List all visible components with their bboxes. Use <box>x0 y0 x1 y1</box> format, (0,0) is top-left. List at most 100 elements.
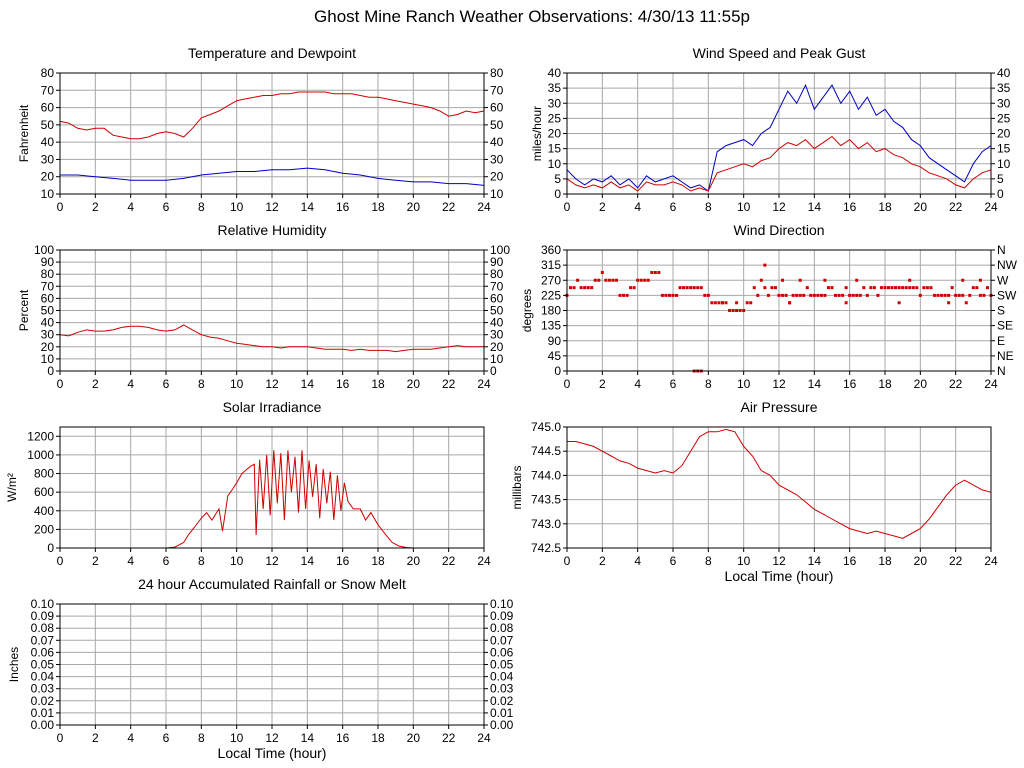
direction-point <box>646 278 650 282</box>
direction-compass-label: S <box>997 304 1005 318</box>
rain-xtick-label: 8 <box>198 731 205 745</box>
wind-ytick-right-label: 15 <box>997 142 1011 156</box>
solar-title: Solar Irradiance <box>223 399 322 415</box>
rain-ytick-right-label: 0.05 <box>490 658 514 672</box>
solar-ytick-label: 400 <box>34 504 54 518</box>
wind-ytick-right-label: 25 <box>997 111 1011 125</box>
humidity-xtick-label: 20 <box>407 377 421 391</box>
wind-xtick-label: 24 <box>984 200 998 214</box>
direction-ytick-label: 180 <box>541 304 561 318</box>
rain-ytick-label: 0.10 <box>31 597 55 611</box>
direction-compass-label: N <box>997 243 1006 257</box>
direction-point <box>731 309 735 312</box>
direction-point <box>918 293 922 297</box>
direction-point <box>777 293 781 297</box>
direction-xtick-label: 10 <box>737 377 751 391</box>
humidity-ytick-label: 30 <box>41 328 55 342</box>
direction-compass-label: N <box>997 364 1006 378</box>
solar-xtick-label: 10 <box>230 554 244 568</box>
direction-point <box>597 278 601 282</box>
wind-series-1-line <box>566 135 992 192</box>
direction-point <box>876 293 880 297</box>
temp-xtick-label: 10 <box>230 200 244 214</box>
direction-point <box>809 293 813 297</box>
humidity-xtick-label: 2 <box>92 377 99 391</box>
direction-point <box>600 271 604 275</box>
direction-xtick-label: 8 <box>705 377 712 391</box>
direction-point <box>961 278 965 282</box>
wind-xtick-label: 14 <box>808 200 822 214</box>
direction-point <box>667 293 671 297</box>
direction-point <box>657 271 661 275</box>
direction-ytick-label: 270 <box>541 273 561 287</box>
temp-ytick-label: 80 <box>41 66 55 80</box>
wind-xtick-label: 18 <box>878 200 892 214</box>
rain-ytick-right-label: 0.07 <box>490 633 514 647</box>
direction-point <box>699 286 703 290</box>
direction-point <box>798 278 802 282</box>
direction-point <box>738 309 742 312</box>
wind-xtick-label: 22 <box>949 200 963 214</box>
pressure-xtick-label: 6 <box>670 554 677 568</box>
direction-ytick-label: 315 <box>541 258 561 272</box>
temp-xtick-label: 8 <box>198 200 205 214</box>
direction-point <box>759 278 763 282</box>
direction-compass-label: SW <box>997 288 1017 302</box>
direction-point <box>660 293 664 297</box>
direction-point <box>890 286 894 290</box>
pressure-ytick-label: 744.5 <box>531 444 561 458</box>
pressure-ytick-label: 745.0 <box>531 420 561 434</box>
direction-point <box>745 301 749 305</box>
humidity-xtick-label: 24 <box>477 377 491 391</box>
rain-ytick-label: 0.08 <box>31 621 55 635</box>
direction-point <box>911 286 915 290</box>
direction-ytick-label: 90 <box>548 334 562 348</box>
rain-ytick-right-label: 0.10 <box>490 597 514 611</box>
direction-point <box>579 286 583 290</box>
rain-xtick-label: 14 <box>301 731 315 745</box>
temp-series-1-line <box>60 167 485 186</box>
direction-point <box>784 293 788 297</box>
humidity-series-0-line <box>59 324 484 353</box>
direction-point <box>763 286 767 290</box>
rain-ytick-right-label: 0.04 <box>490 670 514 684</box>
direction-xtick-label: 4 <box>634 377 641 391</box>
direction-point <box>675 293 679 297</box>
temp-ytick-right-label: 70 <box>490 83 504 97</box>
direction-compass-label: NW <box>997 258 1018 272</box>
temp-ytick-label: 20 <box>41 170 55 184</box>
direction-point <box>728 309 732 312</box>
direction-point <box>855 278 859 282</box>
pressure-ytick-label: 743.5 <box>531 493 561 507</box>
direction-ytick-label: 135 <box>541 319 561 333</box>
wind-ylabel: miles/hour <box>530 106 544 161</box>
direction-point <box>795 293 799 297</box>
solar-xtick-label: 6 <box>163 554 170 568</box>
temp-xtick-label: 24 <box>477 200 491 214</box>
rain-ytick-right-label: 0.06 <box>490 645 514 659</box>
rain-ytick-label: 0.02 <box>31 694 55 708</box>
humidity-ytick-label: 70 <box>41 279 55 293</box>
humidity-ytick-label: 50 <box>41 304 55 318</box>
wind-ytick-right-label: 20 <box>997 127 1011 141</box>
temp-title: Temperature and Dewpoint <box>188 45 356 61</box>
temp-xtick-label: 14 <box>301 200 315 214</box>
direction-point <box>844 301 848 305</box>
direction-compass-label: NE <box>997 349 1014 363</box>
humidity-ytick-right-label: 10 <box>490 352 504 366</box>
wind-ytick-right-label: 0 <box>997 187 1004 201</box>
direction-xtick-label: 18 <box>878 377 892 391</box>
direction-point <box>611 278 615 282</box>
direction-ytick-label: 45 <box>548 349 562 363</box>
humidity-title: Relative Humidity <box>218 222 327 238</box>
humidity-ytick-right-label: 0 <box>490 364 497 378</box>
temp-xtick-label: 12 <box>265 200 279 214</box>
pressure-xlabel: Local Time (hour) <box>725 568 834 584</box>
wind-ytick-right-label: 5 <box>997 172 1004 186</box>
wind-title: Wind Speed and Peak Gust <box>693 45 866 61</box>
direction-point <box>982 293 986 297</box>
direction-point <box>593 278 597 282</box>
rain-xtick-label: 12 <box>265 731 279 745</box>
